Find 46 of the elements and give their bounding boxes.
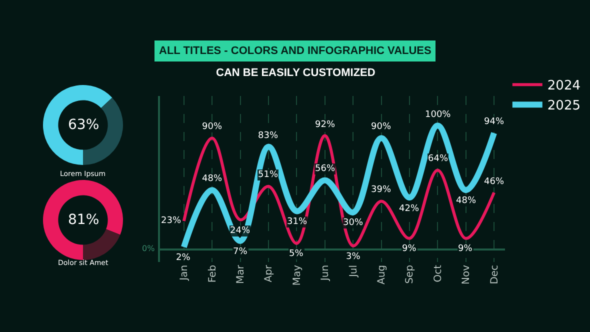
data-label: 39%: [371, 185, 392, 195]
data-label: 51%: [258, 170, 278, 180]
data-label: 2%: [176, 253, 191, 263]
x-tick-label: Jul: [348, 264, 360, 278]
chart-title: ALL TITLES - COLORS AND INFOGRAPHIC VALUES: [159, 45, 432, 57]
data-label: 83%: [258, 131, 278, 141]
data-label: 90%: [371, 122, 392, 132]
data-label: 56%: [315, 164, 336, 174]
data-label: 9%: [402, 244, 417, 254]
data-label: 100%: [425, 110, 452, 120]
x-tick-label: Jan: [179, 264, 190, 282]
data-label: 48%: [202, 174, 222, 184]
data-label: 9%: [458, 244, 473, 254]
x-tick-label: Oct: [432, 264, 444, 282]
data-label: 92%: [315, 120, 336, 130]
data-label: 46%: [484, 177, 504, 187]
text: 0%: [142, 244, 156, 253]
data-label: 64%: [428, 154, 448, 164]
data-label: 7%: [233, 247, 248, 257]
data-label: 3%: [346, 252, 361, 262]
data-label: 23%: [161, 216, 182, 226]
x-tick-label: Apr: [264, 264, 275, 282]
chart-subtitle: CAN BE EASILY CUSTOMIZED: [216, 67, 376, 79]
data-label: 31%: [287, 217, 308, 227]
text: 81%: [68, 212, 100, 228]
x-tick-label: Jun: [320, 264, 332, 282]
data-label: 94%: [484, 117, 504, 127]
data-label: 5%: [289, 249, 304, 259]
legend-label: 2025: [547, 98, 580, 114]
x-tick-label: May: [292, 264, 303, 286]
donut-slice: [83, 229, 120, 260]
data-label: 42%: [399, 204, 420, 214]
x-tick-label: Feb: [207, 264, 218, 283]
donut-slice: [43, 85, 112, 165]
donut-slice: [43, 180, 123, 260]
data-label: 30%: [343, 218, 364, 228]
x-tick-label: Aug: [376, 264, 388, 284]
x-tick-label: Mar: [236, 264, 247, 284]
text: 63%: [68, 117, 100, 133]
x-tick-label: Nov: [461, 264, 472, 284]
data-label: 48%: [456, 196, 476, 206]
data-label: 24%: [230, 226, 250, 236]
x-tick-label: Dec: [489, 264, 500, 284]
x-tick-label: Sep: [404, 264, 416, 284]
data-label: 90%: [202, 122, 222, 132]
legend-label: 2024: [547, 78, 580, 94]
